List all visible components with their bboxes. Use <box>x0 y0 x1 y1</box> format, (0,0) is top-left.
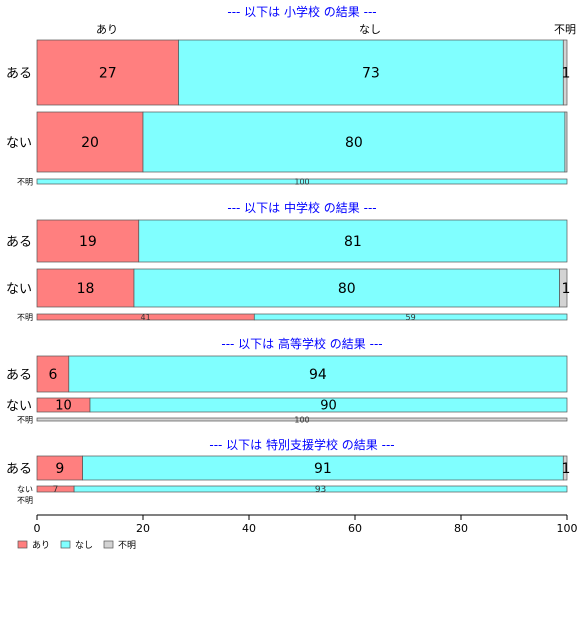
bar-segment-ari <box>36 39 179 106</box>
bar-segment-fumei <box>564 111 568 173</box>
data-label: 94 <box>309 367 327 383</box>
legend-swatch-ari <box>17 540 28 549</box>
x-tick-label: 0 <box>34 522 41 535</box>
data-label: 9 <box>55 461 64 477</box>
bar-segment-ari <box>36 355 70 393</box>
row-label: 不明 <box>17 313 33 322</box>
row-label: 不明 <box>17 178 33 187</box>
data-label: 18 <box>77 281 95 297</box>
panel-title: --- 以下は 小学校 の結果 --- <box>227 4 376 19</box>
data-label: 20 <box>81 135 99 151</box>
data-label: 27 <box>99 66 117 82</box>
bar-segment-fumei <box>562 455 568 481</box>
row-label: ない <box>6 136 32 151</box>
row-label: 不明 <box>17 416 33 425</box>
row-label: ある <box>6 368 32 383</box>
data-label: 7 <box>53 485 59 495</box>
row-label: ある <box>6 235 32 250</box>
bar-segment-nashi <box>36 178 568 185</box>
bar-segment-nashi <box>82 455 564 481</box>
data-label: 100 <box>294 415 309 424</box>
bar-segment-fumei <box>562 39 568 106</box>
row-label: ない <box>17 485 33 494</box>
bar-segment-fumei <box>559 268 568 308</box>
bar-segment-nashi <box>178 39 564 106</box>
top-label-nashi: なし <box>359 23 381 36</box>
legend-label-nashi: なし <box>75 540 93 551</box>
x-tick-label: 60 <box>348 522 362 535</box>
data-label: 1 <box>562 66 571 82</box>
x-tick-label: 80 <box>454 522 468 535</box>
data-label: 19 <box>79 234 97 250</box>
row-label: ある <box>6 67 32 82</box>
top-label-fumei: 不明 <box>554 23 576 36</box>
legend-label-fumei: 不明 <box>118 540 136 551</box>
bar-segment-nashi <box>73 485 568 493</box>
data-label: 1 <box>562 281 571 297</box>
data-label: 6 <box>48 367 57 383</box>
bar-segment-nashi <box>138 219 568 263</box>
bar-segment-nashi <box>89 397 568 413</box>
data-label: 81 <box>344 234 362 250</box>
data-label: 1 <box>562 461 571 477</box>
row-label: ない <box>6 399 32 414</box>
bar-segment-nashi <box>68 355 568 393</box>
bar-segment-fumei <box>36 417 568 422</box>
legend-swatch-nashi <box>60 540 71 549</box>
panel-title: --- 以下は 中学校 の結果 --- <box>227 200 376 215</box>
data-label: 91 <box>314 461 332 477</box>
bar-segment-nashi <box>253 313 568 321</box>
panel-title: --- 以下は 高等学校 の結果 --- <box>221 336 382 351</box>
bar-segment-ari <box>36 219 140 263</box>
x-tick-label: 20 <box>136 522 150 535</box>
bar-segment-ari <box>36 455 83 481</box>
top-label-ari: あり <box>96 23 118 36</box>
row-label: ない <box>6 282 32 297</box>
row-label: 不明 <box>17 496 33 505</box>
legend-swatch-fumei <box>103 540 114 549</box>
data-label: 80 <box>338 281 356 297</box>
x-tick-label: 40 <box>242 522 256 535</box>
data-label: 80 <box>345 135 363 151</box>
x-tick-label: 100 <box>557 522 578 535</box>
data-label: 10 <box>55 399 72 414</box>
row-label: ある <box>6 462 32 477</box>
bar-segment-nashi <box>142 111 566 173</box>
data-label: 90 <box>320 399 337 414</box>
data-label: 59 <box>406 313 416 322</box>
data-label: 41 <box>141 313 151 322</box>
legend-label-ari: あり <box>32 540 50 551</box>
data-label: 100 <box>294 177 309 186</box>
bar-segment-nashi <box>133 268 560 308</box>
data-label: 73 <box>362 66 380 82</box>
data-label: 93 <box>315 485 326 495</box>
bar-segment-ari <box>36 268 135 308</box>
panel-title: --- 以下は 特別支援学校 の結果 --- <box>209 437 394 452</box>
